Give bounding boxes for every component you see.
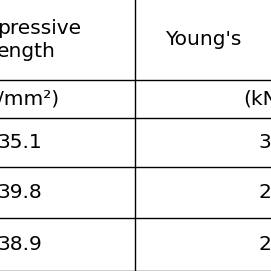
Text: 38.9: 38.9 <box>0 235 42 254</box>
Text: pressive
ength: pressive ength <box>0 19 81 61</box>
Text: Young's: Young's <box>165 30 241 50</box>
Text: 29: 29 <box>259 183 271 202</box>
Text: /mm²): /mm²) <box>0 89 59 108</box>
Text: 39.8: 39.8 <box>0 183 42 202</box>
Text: 29: 29 <box>259 235 271 254</box>
Text: (kN/: (kN/ <box>243 89 271 108</box>
Text: 31: 31 <box>259 133 271 152</box>
Text: 35.1: 35.1 <box>0 133 42 152</box>
